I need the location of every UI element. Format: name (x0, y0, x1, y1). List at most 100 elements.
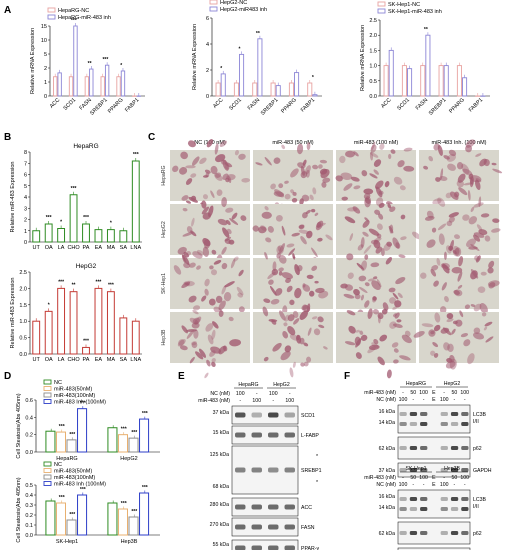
stained-cell (179, 167, 188, 175)
stained-cell (404, 330, 411, 337)
panel-e-blot-box (231, 517, 299, 537)
stained-cell (216, 189, 223, 196)
panel-e-band-label: PPAR-γ (301, 546, 319, 550)
stained-cell (375, 246, 383, 254)
stained-cell (448, 212, 459, 218)
B1-significance: * (110, 221, 112, 227)
stained-cell (455, 319, 463, 327)
stained-cell (296, 143, 304, 155)
stained-cell (225, 207, 234, 213)
panel-f-kda-marker: 16 kDa (379, 494, 396, 500)
A2-xtick-label: SREBP1 (260, 97, 280, 117)
stained-cell (389, 224, 394, 234)
A2-ytick-label: 0 (206, 94, 209, 100)
panel-e-band (268, 432, 279, 438)
stained-cell (485, 336, 494, 343)
B2-xtick-label: LNA (130, 357, 141, 363)
B2-xtick-label: OA (45, 357, 53, 363)
stained-cell (397, 160, 405, 168)
panel-letter-c: C (148, 132, 155, 143)
stained-cell (237, 292, 243, 298)
stained-cell (223, 291, 232, 302)
stained-cell (276, 245, 284, 255)
stained-cell (278, 271, 283, 276)
stained-cell (187, 140, 196, 148)
stained-cell (281, 272, 294, 280)
A2-significance: ** (256, 31, 260, 37)
A1-ytick-label: 5 (44, 52, 47, 58)
chart-a2: 0 2 4 6 Relative mRNA Expression ACC SCD1 FASNS… (192, 0, 322, 117)
stained-cell (355, 329, 360, 333)
stained-cell (396, 319, 402, 323)
panel-e-band (235, 432, 246, 438)
stained-cell (392, 323, 403, 328)
stained-cell (217, 218, 228, 226)
A2-ytick-label: 2 (206, 68, 209, 74)
panel-c-column-label: miR-483 (100 nM) (354, 140, 398, 146)
A3-xtick-label: SREBP1 (428, 97, 448, 117)
panel-e-nc-value: - (256, 391, 258, 397)
B1-xtick-label: CHO (67, 245, 80, 251)
A1-bar (104, 64, 110, 97)
panel-f-band (450, 468, 459, 472)
stained-cell (189, 356, 195, 364)
B1-xtick-label: EA (95, 245, 103, 251)
D1-bar (55, 431, 66, 453)
panel-e-band (251, 412, 262, 418)
stained-cell (399, 185, 406, 191)
stained-cell (443, 342, 450, 351)
stained-cell (473, 303, 482, 312)
stained-cell (280, 351, 291, 361)
A2-bar (215, 82, 221, 97)
panel-e-band (284, 504, 295, 510)
stained-cell (347, 207, 358, 212)
stained-cell (449, 354, 455, 363)
stained-cell (431, 227, 437, 233)
stained-cell (358, 286, 368, 294)
stained-cell (388, 287, 396, 293)
panel-e-kda-marker: 15 kDa (213, 430, 230, 436)
stained-cell (306, 230, 313, 239)
stained-cell (204, 169, 211, 174)
panel-f-band (461, 531, 469, 535)
D1-legend-swatch (43, 386, 52, 391)
B2-xtick-label: SA (120, 357, 128, 363)
stained-cell (264, 206, 269, 211)
B2-title: HepG2 (76, 263, 97, 270)
stained-cell (270, 183, 276, 190)
D2-bar (45, 500, 56, 536)
stained-cell (215, 295, 223, 304)
stained-cell (470, 206, 475, 213)
stained-cell (397, 292, 403, 299)
stained-cell (345, 150, 355, 158)
panel-f-band-label: I/II (473, 504, 479, 510)
panel-f-band (440, 497, 448, 501)
B1-significance: * (60, 220, 62, 226)
stained-cell (459, 310, 464, 318)
stained-cell (364, 282, 370, 287)
panel-f-blot-box (397, 436, 471, 460)
stained-cell (206, 359, 211, 367)
stained-cell (339, 155, 346, 164)
A1-xtick-label: FASN (79, 97, 93, 111)
B1-significance: *** (83, 215, 89, 221)
stained-cell (191, 156, 200, 166)
panel-f-nc-value: - (454, 482, 456, 488)
A3-bar (407, 68, 413, 97)
stained-cell (300, 236, 307, 245)
stained-cell (491, 162, 497, 166)
stained-cell (400, 236, 407, 241)
stained-cell (458, 256, 464, 267)
stained-cell (210, 190, 215, 198)
panel-e-band (235, 504, 246, 510)
panel-e-band (268, 524, 279, 530)
stained-cell (460, 333, 469, 338)
B1-ytick-label: 1 (24, 229, 27, 235)
stained-cell (192, 317, 200, 325)
stained-cell (322, 177, 331, 183)
panel-e-kda-marker: 270 kDa (210, 522, 229, 528)
D2-ytick-label: 0.4 (25, 493, 33, 499)
B2-xtick-label: MA (107, 357, 116, 363)
stained-cell (434, 312, 441, 323)
